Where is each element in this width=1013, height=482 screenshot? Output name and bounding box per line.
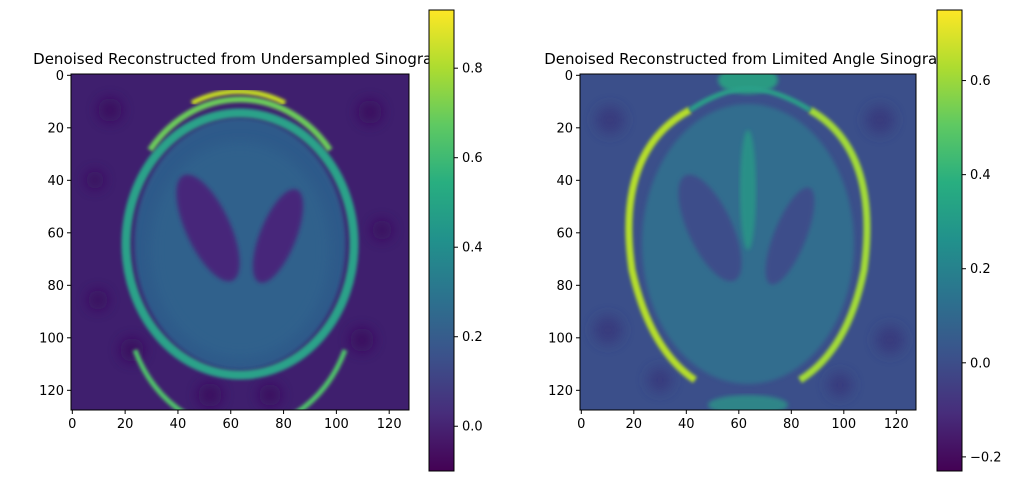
y-tick-label: 20 — [47, 121, 64, 136]
colorbar-tick-label: 0.4 — [462, 241, 483, 256]
axis-ticks: 0 20 40 60 80 100 120 0 20 40 60 80 100 120 — [548, 69, 909, 432]
colorbar-tick-label: 0.6 — [970, 74, 991, 89]
x-tick-label: 120 — [884, 417, 909, 432]
x-tick-label: 0 — [577, 417, 585, 432]
heatmap-image — [580, 74, 916, 410]
colorbar-ticks: 0.0 0.2 0.4 0.6 0.8 — [454, 62, 483, 435]
y-tick-label: 100 — [548, 331, 573, 346]
x-tick-label: 80 — [275, 417, 292, 432]
y-tick-label: 120 — [548, 384, 573, 399]
colorbar-ticks: −0.2 0.0 0.2 0.4 0.6 — [962, 74, 1002, 465]
colorbar-tick-label: 0.0 — [462, 420, 483, 435]
x-tick-label: 60 — [222, 417, 239, 432]
colorbar — [936, 9, 963, 472]
y-tick-label: 40 — [47, 174, 64, 189]
x-tick-label: 80 — [783, 417, 800, 432]
x-tick-label: 0 — [68, 417, 76, 432]
colorbar-tick-label: 0.0 — [970, 356, 991, 371]
x-tick-label: 100 — [324, 417, 349, 432]
x-tick-label: 120 — [377, 417, 402, 432]
x-tick-label: 100 — [831, 417, 856, 432]
y-tick-label: 80 — [556, 279, 573, 294]
y-tick-label: 0 — [56, 69, 64, 84]
axis-ticks: 0 20 40 60 80 100 120 0 20 40 60 80 100 120 — [39, 69, 401, 432]
x-tick-label: 60 — [731, 417, 748, 432]
chart-title: Denoised Reconstructed from Undersampled… — [33, 50, 447, 68]
colorbar-tick-label: 0.6 — [462, 151, 483, 166]
y-tick-label: 120 — [39, 384, 64, 399]
y-tick-label: 0 — [565, 69, 573, 84]
colorbar — [428, 9, 455, 472]
axes-frame — [579, 73, 917, 411]
y-tick-label: 40 — [556, 174, 573, 189]
x-tick-label: 20 — [626, 417, 643, 432]
chart-title: Denoised Reconstructed from Limited Angl… — [544, 50, 952, 68]
y-tick-label: 20 — [556, 121, 573, 136]
y-tick-label: 80 — [47, 279, 64, 294]
x-tick-label: 40 — [678, 417, 695, 432]
y-tick-label: 60 — [47, 226, 64, 241]
colorbar-tick-label: 0.2 — [970, 262, 991, 277]
colorbar-tick-label: 0.8 — [462, 62, 483, 77]
heatmap-panel-undersampled: 0 20 40 60 80 100 120 0 20 40 60 80 100 120 Denoised … — [33, 9, 483, 472]
heatmap-panel-limited-angle: 0 20 40 60 80 100 120 0 20 40 60 80 100 120 Denoised … — [544, 9, 1002, 472]
y-tick-label: 60 — [556, 226, 573, 241]
colorbar-tick-label: 0.4 — [970, 168, 991, 183]
y-tick-label: 100 — [39, 331, 64, 346]
axes-frame — [70, 73, 410, 411]
colorbar-tick-label: −0.2 — [970, 450, 1002, 465]
colorbar-tick-label: 0.2 — [462, 330, 483, 345]
x-tick-label: 40 — [170, 417, 187, 432]
heatmap-image — [71, 74, 409, 410]
x-tick-label: 20 — [117, 417, 134, 432]
